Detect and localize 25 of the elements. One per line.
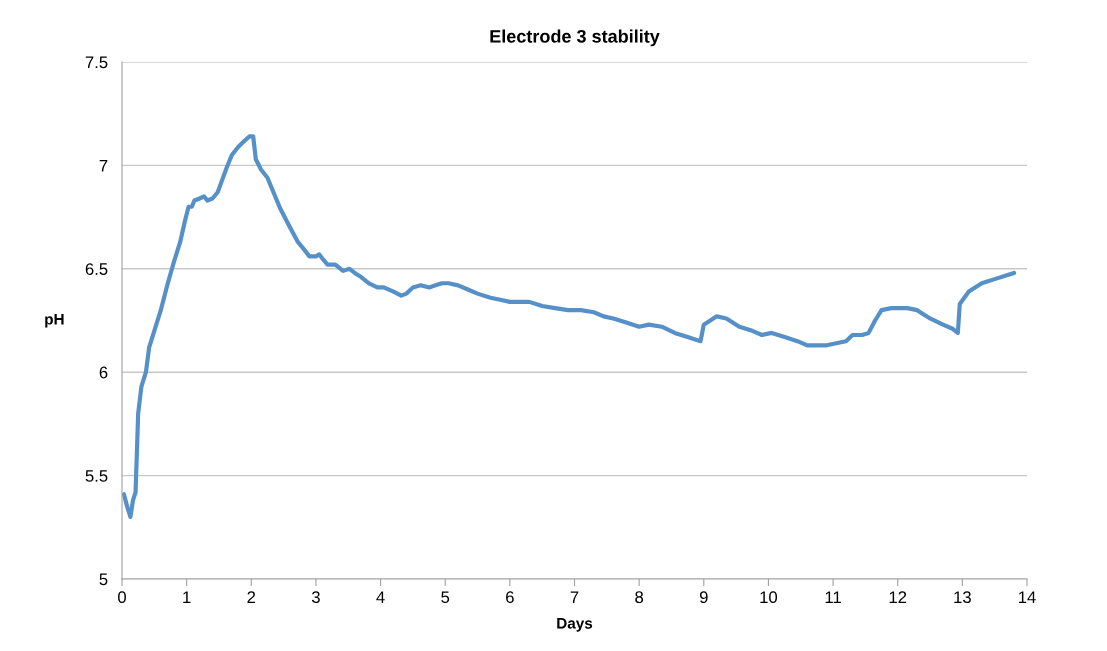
x-tick-label: 5 (441, 591, 450, 604)
x-tick-label: 8 (635, 591, 644, 604)
x-tick-label: 9 (699, 591, 708, 604)
x-tick-label: 2 (247, 591, 256, 603)
x-tick-label: 11 (825, 591, 841, 603)
line-series (122, 134, 1017, 520)
x-tick-label: 0 (118, 591, 126, 604)
x-tick-label: 12 (889, 591, 907, 603)
x-tick-label: 10 (760, 591, 778, 604)
x-tick-label: 4 (376, 591, 385, 603)
y-axis-title: pH (45, 313, 64, 328)
x-tick-label: 1 (183, 591, 191, 603)
y-tick-label: 7 (99, 159, 108, 172)
x-tick-label: 3 (311, 591, 320, 604)
y-tick-label: 7.5 (85, 56, 108, 69)
x-axis-title: Days (557, 618, 593, 632)
x-tick-label: 14 (1019, 591, 1036, 603)
y-tick-label: 5 (99, 573, 108, 586)
x-tick-label: 6 (506, 591, 514, 604)
x-tick-label: 7 (570, 591, 579, 603)
y-tick-label: 6.5 (85, 263, 108, 275)
x-tick-label: 13 (954, 591, 971, 604)
y-tick-label: 5.5 (85, 470, 108, 482)
chart-title: Electrode 3 stability (490, 29, 660, 47)
y-tick-label: 6 (99, 366, 108, 379)
